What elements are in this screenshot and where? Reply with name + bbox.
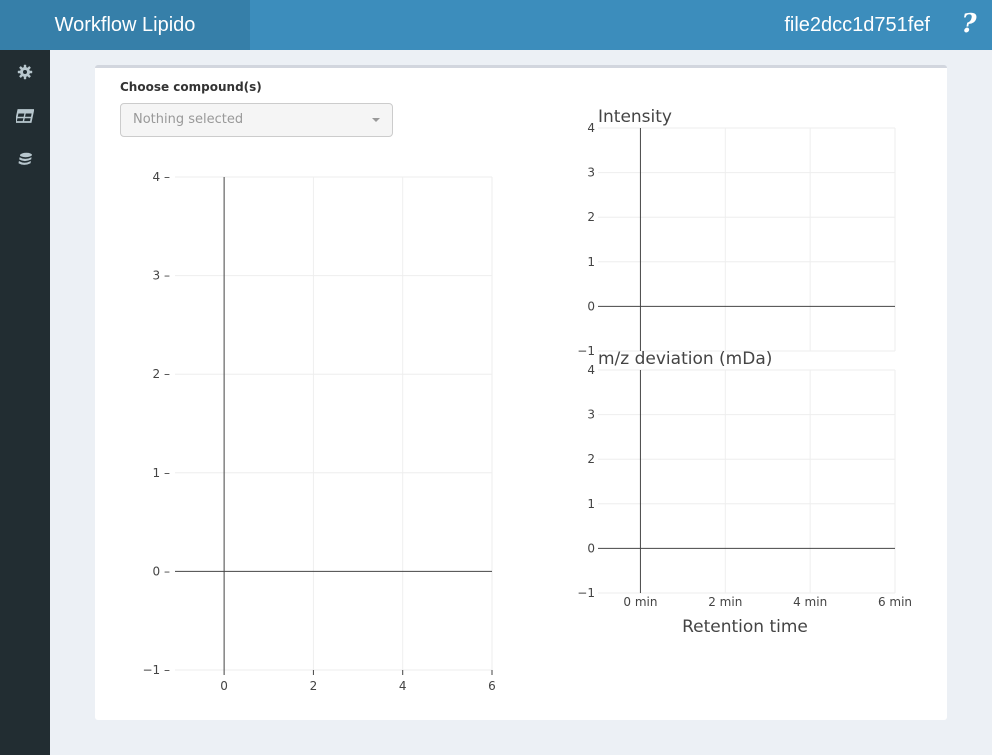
chart3-x-tick-label: 2 min [708,595,742,609]
chart2-y-tick-label: 3 [587,166,595,180]
chart1-y-tick-label: 0 – [153,564,170,578]
database-icon [18,152,32,165]
chart1-y-tick-label: −1 – [142,663,170,677]
chart3-x-axis-label: Retention time [682,617,808,637]
sidebar-item-database[interactable] [13,148,37,172]
chart3-y-tick-label: 4 [587,363,595,377]
chart3-y-tick-label: 2 [587,452,595,466]
sidebar-item-settings[interactable] [13,60,37,84]
chart3-title: m/z deviation (mDa) [598,349,772,369]
chart1-x-tick-label: 2 [310,679,318,693]
chart1-y-tick-label: 4 – [153,170,170,184]
chart3-y-tick-label: 1 [587,497,595,511]
chevron-down-icon [372,118,380,122]
chart1-y-tick-label: 2 – [153,367,170,381]
main-panel [95,65,947,720]
chart1-x-tick-label: 4 [399,679,407,693]
chart2-y-tick-label: 1 [587,255,595,269]
chart3-x-tick-label: 4 min [793,595,827,609]
sidebar [0,50,50,755]
table-icon [16,109,34,123]
chart2-y-tick-label: 4 [587,121,595,135]
chart2-y-tick-label: 0 [587,299,595,313]
compound-select-label: Choose compound(s) [120,80,262,94]
sidebar-item-table[interactable] [13,104,37,128]
compound-select[interactable]: Nothing selected [120,103,393,137]
chart3-y-tick-label: 0 [587,541,595,555]
chart3-y-tick-label: −1 [577,586,595,600]
chart2-y-tick-label: 2 [587,210,595,224]
gear-icon [17,64,33,80]
chart3-x-tick-label: 0 min [623,595,657,609]
help-button[interactable]: ? [961,9,977,39]
chart2-y-tick-label: −1 [577,344,595,358]
file-name-label: file2dcc1d751fef [784,14,930,36]
app-title: Workflow Lipido [0,0,250,50]
compound-select-value: Nothing selected [133,112,244,127]
chart1-y-tick-label: 1 – [153,466,170,480]
chart3-y-tick-label: 3 [587,408,595,422]
chart1-x-tick-label: 6 [488,679,496,693]
chart3-x-tick-label: 6 min [878,595,912,609]
chart1-x-tick-label: 0 [220,679,228,693]
top-navbar: Workflow Lipido file2dcc1d751fef ? [0,0,992,50]
chart1-y-tick-label: 3 – [153,269,170,283]
chart2-title: Intensity [598,107,672,127]
